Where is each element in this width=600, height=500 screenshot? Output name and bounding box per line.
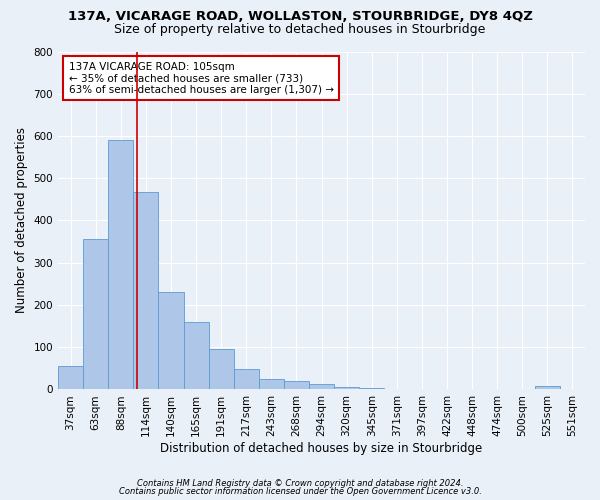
Bar bbox=[334, 388, 359, 390]
Bar bbox=[233, 369, 259, 390]
Bar bbox=[560, 388, 585, 390]
Bar bbox=[184, 322, 209, 390]
Text: Contains HM Land Registry data © Crown copyright and database right 2024.: Contains HM Land Registry data © Crown c… bbox=[137, 478, 463, 488]
Bar bbox=[535, 386, 560, 390]
Bar bbox=[259, 379, 284, 390]
Text: Contains public sector information licensed under the Open Government Licence v3: Contains public sector information licen… bbox=[119, 487, 481, 496]
Bar bbox=[58, 366, 83, 390]
Bar bbox=[209, 350, 233, 390]
Bar bbox=[158, 292, 184, 390]
Bar bbox=[108, 140, 133, 390]
Bar bbox=[309, 384, 334, 390]
Bar bbox=[359, 388, 384, 390]
Bar bbox=[384, 388, 409, 390]
Bar bbox=[409, 388, 434, 390]
Bar bbox=[284, 381, 309, 390]
Bar bbox=[434, 388, 460, 390]
Y-axis label: Number of detached properties: Number of detached properties bbox=[15, 128, 28, 314]
Text: 137A, VICARAGE ROAD, WOLLASTON, STOURBRIDGE, DY8 4QZ: 137A, VICARAGE ROAD, WOLLASTON, STOURBRI… bbox=[68, 10, 532, 23]
X-axis label: Distribution of detached houses by size in Stourbridge: Distribution of detached houses by size … bbox=[160, 442, 482, 455]
Text: Size of property relative to detached houses in Stourbridge: Size of property relative to detached ho… bbox=[115, 22, 485, 36]
Bar bbox=[83, 240, 108, 390]
Text: 137A VICARAGE ROAD: 105sqm
← 35% of detached houses are smaller (733)
63% of sem: 137A VICARAGE ROAD: 105sqm ← 35% of deta… bbox=[68, 62, 334, 95]
Bar bbox=[133, 192, 158, 390]
